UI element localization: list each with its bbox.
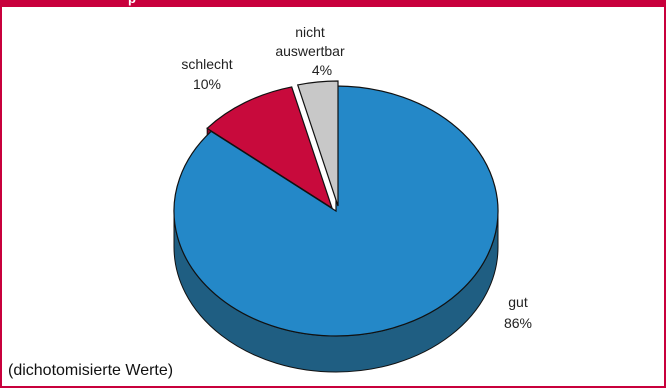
chart-frame (0, 7, 666, 388)
slice-label-schlecht: schlecht (181, 56, 232, 72)
pie-slice-schlecht (206, 86, 334, 210)
header-bar: p (0, 0, 666, 7)
slice-label-nicht-auswertbar-line1: nicht (295, 24, 325, 40)
footnote: (dichotomisierte Werte) (8, 362, 174, 379)
slice-value-nicht-auswertbar: 4% (312, 62, 332, 78)
slice-label-nicht-auswertbar-line2: auswertbar (275, 43, 345, 59)
slice-value-schlecht: 10% (193, 76, 221, 92)
pie-slice-nicht-auswertbar (296, 80, 339, 207)
slice-value-gut: 86% (504, 315, 532, 331)
slice-label-gut: gut (508, 294, 528, 310)
pie-slice-gut (173, 85, 499, 337)
header-title-fragment: p (128, 0, 136, 6)
